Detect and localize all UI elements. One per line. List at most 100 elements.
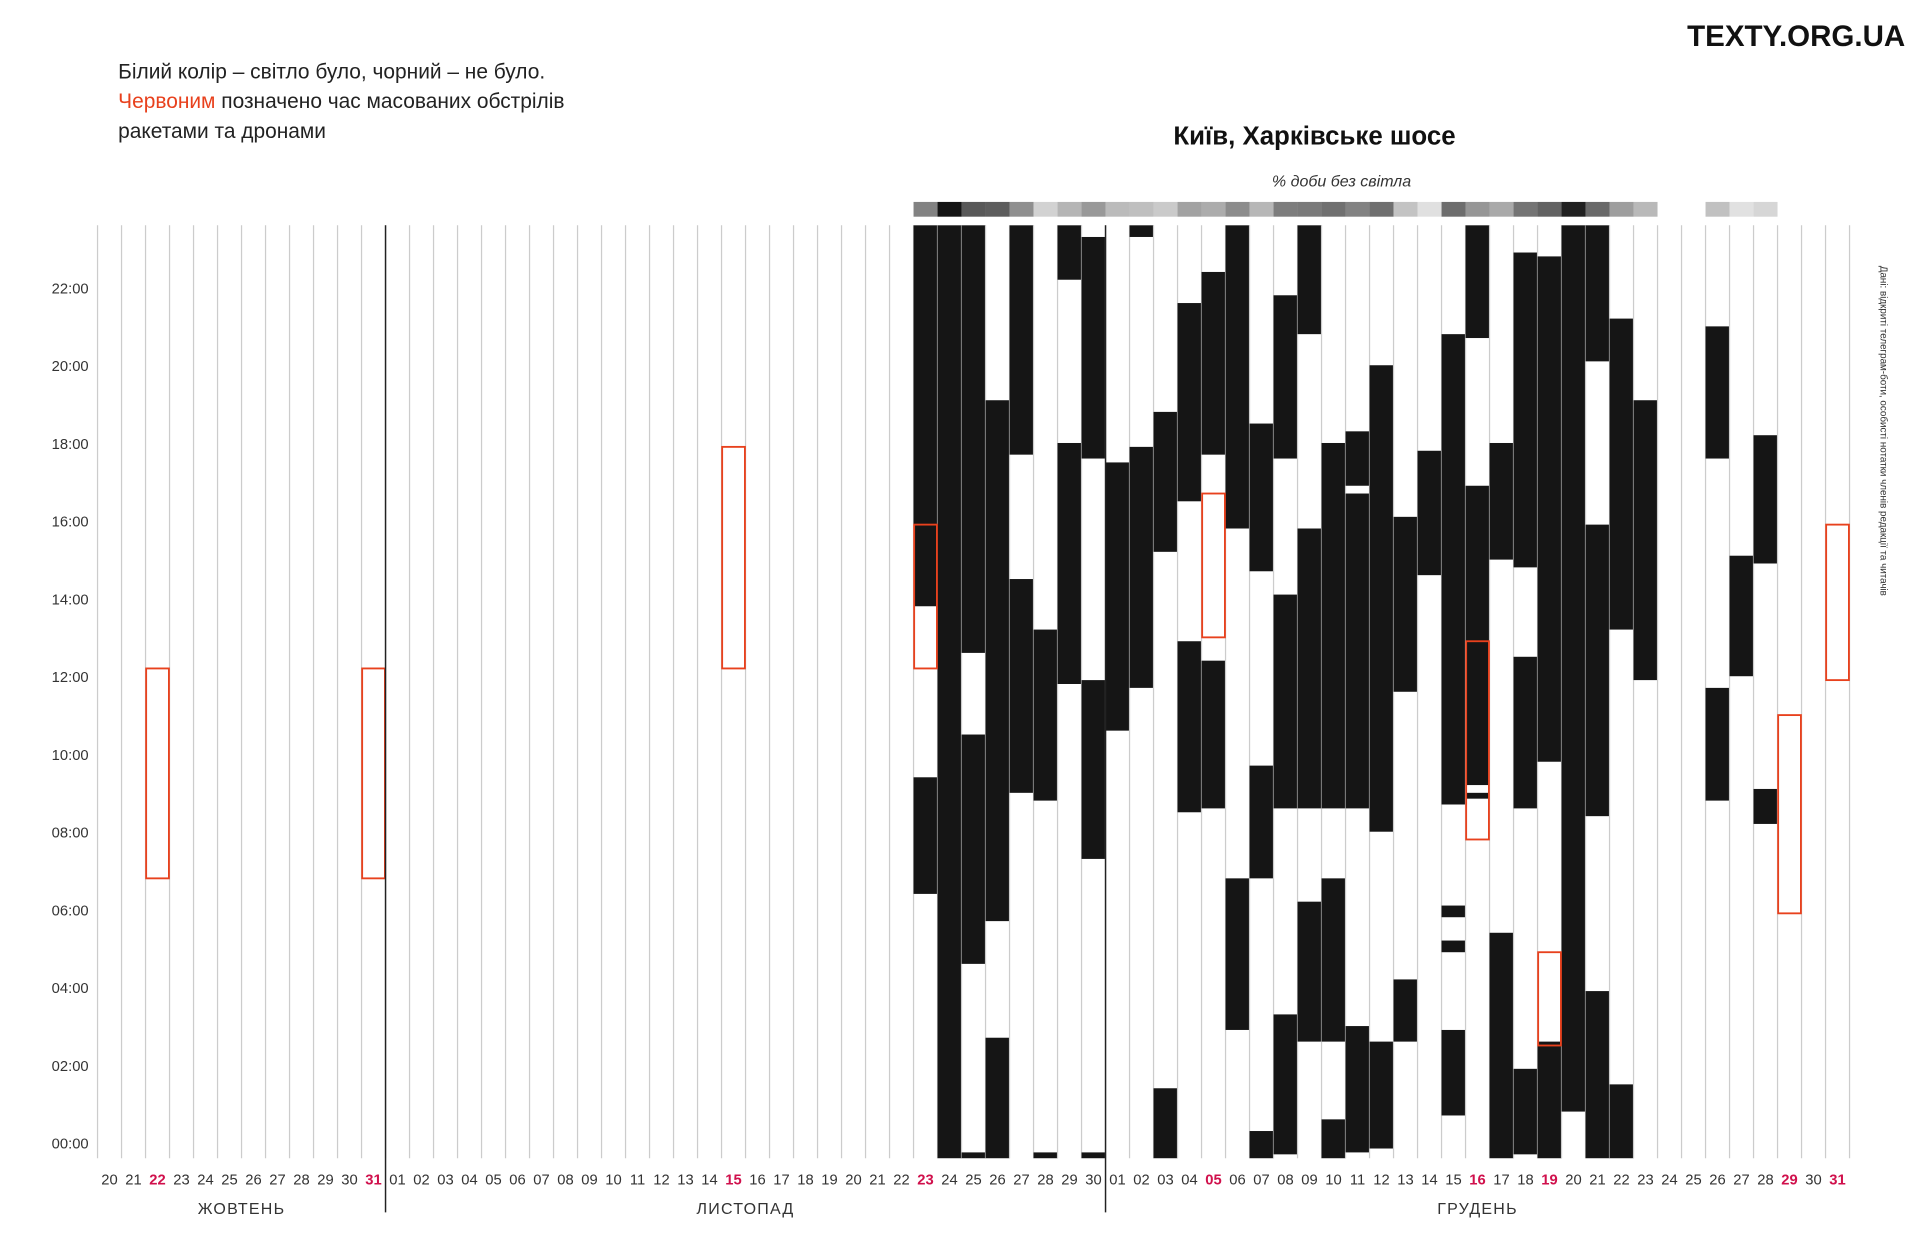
day-label: 23 [917, 1172, 933, 1188]
outage [1321, 442, 1346, 809]
outage [1081, 680, 1106, 859]
strip-cell [1393, 201, 1418, 217]
day-label: 08 [557, 1172, 573, 1188]
month-label: ЛИСТОПАД [697, 1201, 795, 1218]
outage [961, 225, 986, 653]
strip-cell [1297, 201, 1322, 217]
outage [1081, 1152, 1106, 1159]
day-label: 26 [989, 1172, 1005, 1188]
day-label: 09 [581, 1172, 597, 1188]
day-label: 31 [1829, 1172, 1845, 1188]
strip-cell [1609, 201, 1634, 217]
outage [1201, 660, 1226, 809]
day-label: 21 [1589, 1172, 1605, 1188]
outage [1729, 555, 1754, 677]
day-label: 06 [1229, 1172, 1245, 1188]
shelling [1537, 951, 1562, 1047]
strip-cell [1153, 201, 1178, 217]
day-label: 13 [1397, 1172, 1413, 1188]
outage [1705, 326, 1730, 459]
outage [1273, 594, 1298, 809]
outage [1321, 878, 1346, 1042]
y-tick-label: 10:00 [52, 748, 89, 764]
y-tick-label: 04:00 [52, 981, 89, 997]
day-label: 22 [149, 1172, 165, 1188]
day-label: 03 [437, 1172, 453, 1188]
outage [1465, 485, 1490, 786]
day-label: 28 [1037, 1172, 1053, 1188]
y-tick-label: 00:00 [52, 1137, 89, 1153]
outage [1585, 524, 1610, 817]
day-label: 10 [1325, 1172, 1341, 1188]
strip-cell [1321, 201, 1346, 217]
outage [1369, 1041, 1394, 1149]
day-label: 03 [1157, 1172, 1173, 1188]
outage [1513, 252, 1538, 568]
note-line: Білий колір – світло було, чорний – не б… [118, 60, 545, 83]
day-label: 28 [293, 1172, 309, 1188]
outage [1441, 905, 1466, 918]
day-label: 12 [1373, 1172, 1389, 1188]
outage [1081, 236, 1106, 459]
day-label: 20 [845, 1172, 861, 1188]
outage [1537, 1041, 1562, 1159]
outage [1297, 225, 1322, 335]
day-label: 01 [1109, 1172, 1125, 1188]
outage [1465, 225, 1490, 339]
month-label: ГРУДЕНЬ [1437, 1201, 1518, 1218]
day-label: 27 [1013, 1172, 1029, 1188]
y-tick-label: 16:00 [52, 515, 89, 531]
shelling [1825, 523, 1850, 682]
day-label: 25 [221, 1172, 237, 1188]
strip-cell [1057, 201, 1082, 217]
y-tick-label: 14:00 [52, 592, 89, 608]
outage [1129, 446, 1154, 688]
day-label: 11 [1350, 1172, 1365, 1188]
day-label: 17 [773, 1172, 789, 1188]
outage [1177, 641, 1202, 813]
outage [961, 734, 986, 964]
outage [1585, 991, 1610, 1159]
day-label: 14 [701, 1172, 717, 1188]
outage [1753, 435, 1778, 564]
outage [1033, 1152, 1058, 1159]
y-tick-label: 12:00 [52, 670, 89, 686]
day-label: 01 [389, 1172, 405, 1188]
strip-cell [1537, 201, 1562, 217]
outage [1465, 792, 1490, 799]
strip-cell [1513, 201, 1538, 217]
day-label: 24 [941, 1172, 957, 1188]
strip-cell [1009, 201, 1034, 217]
y-tick-label: 08:00 [52, 826, 89, 842]
day-label: 24 [1661, 1172, 1677, 1188]
day-label: 12 [653, 1172, 669, 1188]
day-label: 02 [1133, 1172, 1149, 1188]
strip-cell [913, 201, 938, 217]
day-label: 30 [1085, 1172, 1101, 1188]
day-label: 24 [197, 1172, 213, 1188]
strip-cell [1489, 201, 1514, 217]
day-label: 18 [797, 1172, 813, 1188]
outage [1513, 1068, 1538, 1155]
source: Дані: відкриті телеграм-боти, особисті н… [1877, 266, 1888, 596]
outage [985, 1037, 1010, 1159]
strip-cell [1033, 201, 1058, 217]
strip-cell [1201, 201, 1226, 217]
outage [1129, 225, 1154, 237]
note-line: ракетами та дронами [118, 119, 326, 142]
note-part: Червоним [118, 90, 215, 113]
strip-cell [1177, 201, 1202, 217]
day-label: 22 [893, 1172, 909, 1188]
day-label: 05 [1205, 1172, 1221, 1188]
day-label: 17 [1493, 1172, 1509, 1188]
outage [1057, 225, 1082, 280]
day-label: 18 [1517, 1172, 1533, 1188]
strip-cell [1441, 201, 1466, 217]
shelling [145, 667, 170, 880]
outage [985, 400, 1010, 922]
outage [1345, 493, 1370, 809]
day-label: 22 [1613, 1172, 1629, 1188]
outage [1489, 932, 1514, 1159]
outage [1609, 318, 1634, 630]
chart-title: Київ, Харківське шосе [1173, 123, 1455, 151]
